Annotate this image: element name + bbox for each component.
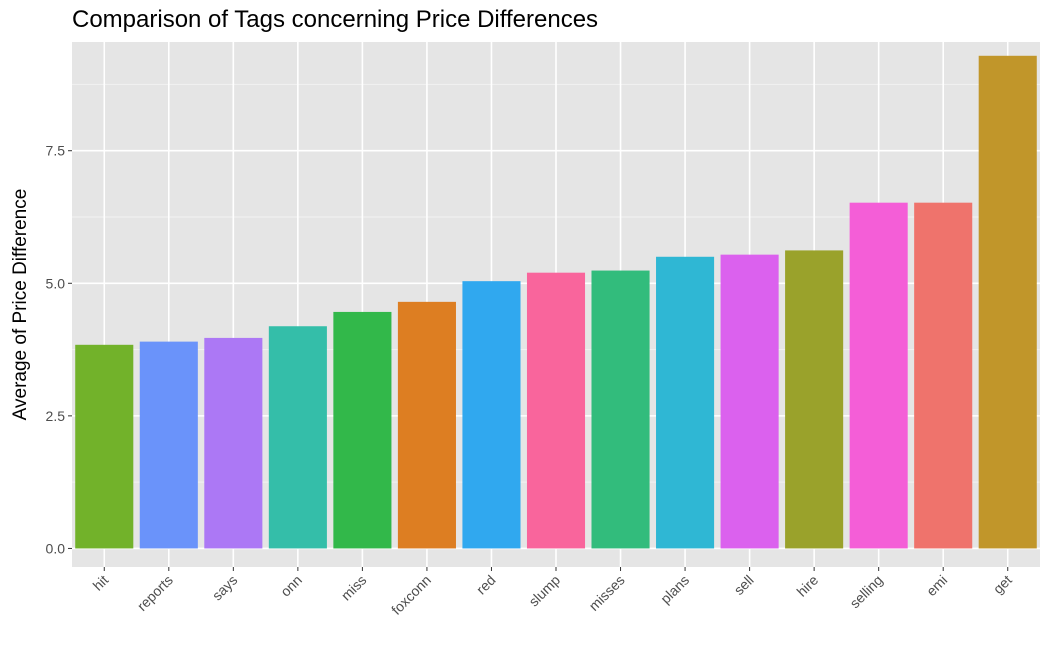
- x-tick-label: says: [209, 572, 241, 604]
- bar-selling: [849, 202, 908, 549]
- bar-get: [978, 55, 1037, 549]
- x-tick-label: hit: [90, 572, 112, 594]
- x-tick-label: onn: [277, 572, 305, 600]
- y-tick-label: 7.5: [46, 143, 66, 159]
- y-tick-label: 0.0: [46, 540, 66, 556]
- x-tick-label: red: [473, 572, 499, 598]
- y-tick-label: 5.0: [46, 275, 66, 291]
- x-tick-label: sell: [731, 572, 757, 598]
- chart-title: Comparison of Tags concerning Price Diff…: [72, 6, 599, 33]
- x-tick-label: plans: [657, 572, 692, 607]
- bar-reports: [139, 341, 198, 549]
- bar-red: [462, 281, 521, 549]
- x-tick-label: foxconn: [388, 572, 434, 618]
- bar-slump: [526, 272, 586, 549]
- bar-says: [204, 337, 263, 549]
- x-tick-label: misses: [586, 572, 628, 614]
- y-axis: 0.0 2.5 5.0 7.5: [46, 143, 72, 556]
- x-axis: hit reports says onn miss foxconn red slump miss…: [90, 567, 1015, 618]
- bar-plans: [656, 256, 715, 549]
- x-tick-label: get: [990, 572, 1015, 597]
- bars: [75, 55, 1037, 549]
- y-tick-label: 2.5: [46, 408, 66, 424]
- bar-emi: [914, 202, 973, 549]
- x-tick-label: slump: [525, 572, 563, 610]
- x-tick-label: emi: [923, 572, 950, 599]
- bar-foxconn: [397, 301, 456, 549]
- bar-miss: [333, 311, 392, 549]
- bar-onn: [268, 326, 327, 549]
- y-axis-title: Average of Price Difference: [10, 189, 31, 421]
- bar-sell: [720, 254, 779, 549]
- x-tick-label: reports: [134, 572, 176, 614]
- x-tick-label: selling: [846, 572, 885, 611]
- bar-hit: [75, 344, 134, 549]
- x-tick-label: miss: [338, 572, 370, 604]
- x-tick-label: hire: [793, 572, 821, 600]
- bar-misses: [591, 270, 650, 549]
- bar-hire: [785, 250, 844, 549]
